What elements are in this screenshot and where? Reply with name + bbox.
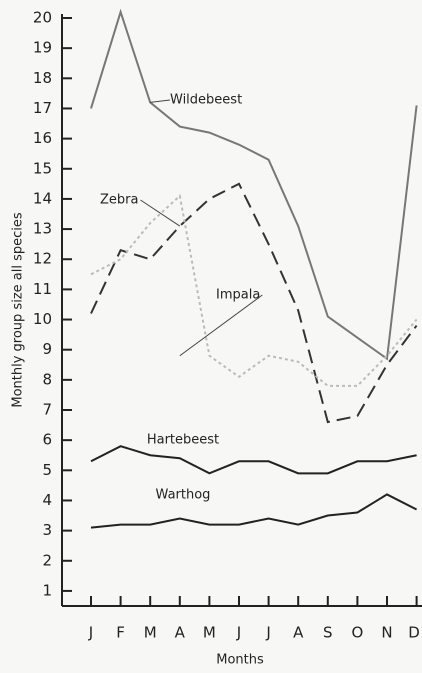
x-axis-title: Months <box>216 653 264 668</box>
y-tick-label: 14 <box>33 189 52 207</box>
y-tick-label: 7 <box>42 401 52 419</box>
y-tick-label: 9 <box>42 340 52 358</box>
x-tick-label: J <box>236 624 241 642</box>
x-tick-label: A <box>175 624 186 642</box>
series-label: Hartebeest <box>147 433 219 448</box>
y-tick-label: 12 <box>33 250 52 268</box>
y-tick-label: 11 <box>33 280 52 298</box>
series-label: Warthog <box>156 488 211 503</box>
x-tick-label: F <box>116 624 125 642</box>
x-tick-label: A <box>293 624 304 642</box>
y-tick-label: 1 <box>42 581 52 599</box>
label-leader <box>150 99 171 103</box>
y-tick-label: 8 <box>42 370 52 388</box>
y-axis-title: Monthly group size all species <box>11 212 26 408</box>
line-series <box>90 8 418 361</box>
x-tick-label: J <box>265 624 270 642</box>
y-tick-label: 10 <box>33 310 52 328</box>
line-series <box>90 493 418 529</box>
y-tick-label: 2 <box>42 551 52 569</box>
series-label: Impala <box>216 288 260 303</box>
y-tick-label: 20 <box>33 9 52 27</box>
y-tick-label: 15 <box>33 159 52 177</box>
x-tick-label: N <box>381 624 392 642</box>
y-tick-label: 5 <box>42 461 52 479</box>
y-tick-label: 6 <box>42 431 52 449</box>
y-tick-label: 16 <box>33 129 52 147</box>
y-tick-label: 13 <box>33 220 52 238</box>
y-tick-label: 4 <box>42 491 52 509</box>
label-leader <box>140 199 181 227</box>
x-tick-label: S <box>323 624 333 642</box>
y-tick-label: 18 <box>33 69 52 87</box>
x-tick-label: M <box>144 624 157 642</box>
x-tick-label: M <box>203 624 216 642</box>
series-label: Zebra <box>100 193 138 208</box>
label-leader <box>179 294 263 357</box>
y-tick-label: 17 <box>33 99 52 117</box>
y-tick-label: 19 <box>33 39 52 57</box>
line-series <box>90 445 417 475</box>
y-tick-label: 3 <box>42 521 52 539</box>
x-tick-label: J <box>88 624 93 642</box>
line-series <box>90 193 418 387</box>
x-tick-label: D <box>408 624 420 642</box>
line-series <box>90 182 418 424</box>
series-label: Wildebeest <box>170 93 242 108</box>
x-tick-label: O <box>351 624 363 642</box>
